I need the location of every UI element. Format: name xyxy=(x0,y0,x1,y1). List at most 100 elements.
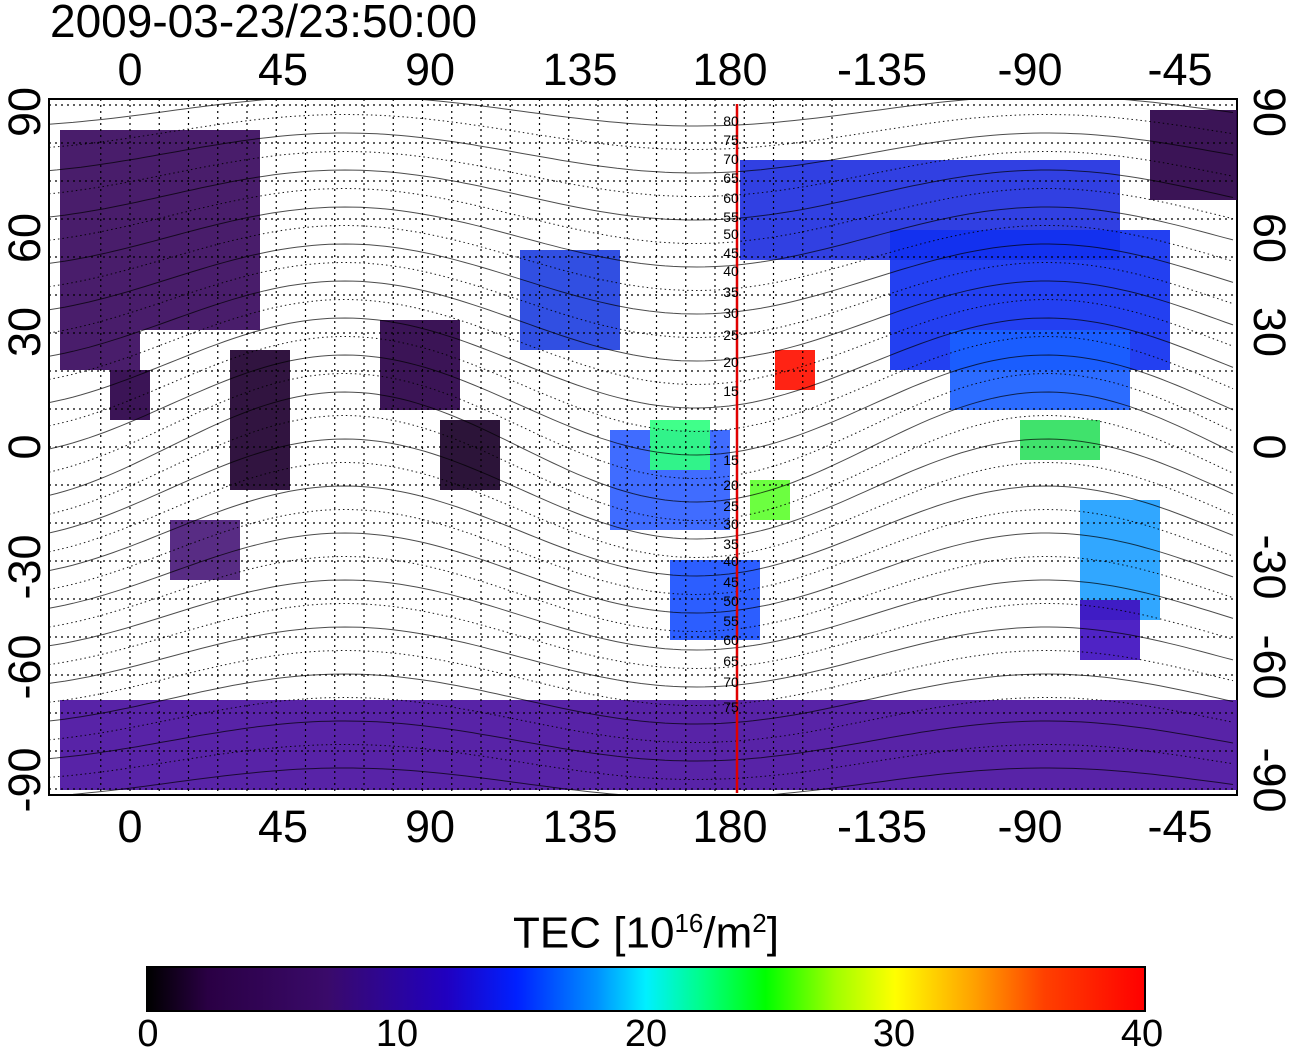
bottom-tick-label: 90 xyxy=(405,801,455,852)
tec-patch xyxy=(230,350,290,490)
right-tick-label: 90 xyxy=(1244,87,1292,137)
magnetic-contour xyxy=(49,579,1234,651)
axis-ticks: 0 45 90 135 180 -135 -90 -45 0 45 90 135 180 -135 -90 -… xyxy=(0,44,1292,852)
meridian-label: 65 xyxy=(723,170,739,186)
meridian-label: 75 xyxy=(723,132,739,148)
top-tick-label: 135 xyxy=(542,44,617,95)
meridian-label: 40 xyxy=(723,263,739,279)
tec-patch xyxy=(1080,600,1140,660)
colorbar-label-40: 40 xyxy=(1120,1013,1164,1055)
magnetic-contour xyxy=(49,132,1234,174)
colorbar-label-20: 20 xyxy=(624,1013,668,1055)
magnetic-contour xyxy=(49,354,1234,456)
magnetic-contour xyxy=(49,626,1234,688)
meridian-label: 50 xyxy=(723,226,739,242)
top-tick-label: -135 xyxy=(837,44,927,95)
meridian-label: 60 xyxy=(723,632,739,648)
meridian-label: 25 xyxy=(723,498,739,514)
magnetic-contour xyxy=(49,673,1234,725)
colorbar-title-exponent2: 2 xyxy=(752,908,767,938)
graticule xyxy=(49,99,1237,795)
colorbar-label-30: 30 xyxy=(872,1013,916,1055)
bottom-tick-label: 180 xyxy=(692,801,767,852)
meridian-label: 35 xyxy=(723,284,739,300)
tec-patch xyxy=(520,250,620,350)
tec-patch xyxy=(750,480,790,520)
meridian-label: 80 xyxy=(723,113,739,129)
bottom-tick-label: -135 xyxy=(837,801,927,852)
left-tick-label: -90 xyxy=(0,747,50,812)
meridian-label: 65 xyxy=(723,653,739,669)
magnetic-contour xyxy=(49,391,1234,503)
tec-patch xyxy=(1150,110,1237,200)
colorbar-title: TEC [1016/m2] xyxy=(0,898,1292,959)
magnetic-contour xyxy=(49,485,1234,577)
meridian-label: 50 xyxy=(723,593,739,609)
magnetic-contour xyxy=(58,767,1234,795)
bottom-tick-label: 0 xyxy=(117,801,142,852)
meridian-label: 60 xyxy=(723,190,739,206)
meridian-label: 35 xyxy=(723,536,739,552)
meridian-label: 55 xyxy=(723,613,739,629)
right-tick-label: -60 xyxy=(1244,634,1292,699)
colorbar-title-end: ] xyxy=(766,908,779,958)
bottom-tick-label: 45 xyxy=(258,801,308,852)
magnetic-contour xyxy=(49,317,1234,409)
tec-patch xyxy=(650,420,710,470)
colorbar-title-unit: /m xyxy=(703,908,753,958)
magnetic-contour xyxy=(49,150,1234,197)
magnetic-contour xyxy=(49,438,1234,540)
meridian-label: 70 xyxy=(723,674,739,690)
right-tick-label: -90 xyxy=(1244,747,1292,812)
left-tick-label: 90 xyxy=(0,87,50,137)
bottom-tick-label: 135 xyxy=(542,801,617,852)
bottom-tick-label: -45 xyxy=(1147,801,1212,852)
colorbar-label-0: 0 xyxy=(137,1013,159,1055)
timestamp-title: 2009-03-23/23:50:00 xyxy=(50,0,478,47)
top-tick-label: 180 xyxy=(692,44,767,95)
tec-patch xyxy=(950,330,1130,410)
right-tick-label: -30 xyxy=(1244,534,1292,599)
meridian-label: 20 xyxy=(723,477,739,493)
magnetic-contour xyxy=(49,335,1234,433)
tec-patch xyxy=(170,520,240,580)
magnetic-contour xyxy=(49,696,1234,743)
meridian-label: 30 xyxy=(723,305,739,321)
colorbar-label-10: 10 xyxy=(375,1013,419,1055)
right-tick-label: 30 xyxy=(1244,307,1292,357)
tec-patch xyxy=(1020,420,1100,460)
meridian-label: 70 xyxy=(723,151,739,167)
colorbar-title-text: TEC [10 xyxy=(513,908,675,958)
magnetic-contour xyxy=(49,744,1234,780)
magnetic-contour xyxy=(49,224,1234,292)
magnetic-contour xyxy=(49,99,1234,127)
tec-patch xyxy=(60,330,140,370)
magnetic-contour xyxy=(49,508,1234,596)
magnetic-contour xyxy=(49,532,1234,614)
colorbar-title-exponent: 16 xyxy=(674,908,704,938)
meridian-label: 45 xyxy=(723,574,739,590)
magnetic-contour xyxy=(49,169,1234,221)
meridian-label: 15 xyxy=(723,452,739,468)
tec-patch xyxy=(775,350,815,390)
top-tick-label: 90 xyxy=(405,44,455,95)
magnetic-contour xyxy=(49,114,1234,150)
magnetic-contour xyxy=(49,298,1234,386)
magnetic-contours xyxy=(49,99,1234,795)
meridian-label: 45 xyxy=(723,245,739,261)
meridian-label: 20 xyxy=(723,354,739,370)
meridian-label: 15 xyxy=(723,383,739,399)
magnetic-contour xyxy=(49,280,1234,362)
top-tick-label: -90 xyxy=(997,44,1062,95)
meridian-label: 25 xyxy=(723,327,739,343)
right-tick-label: 0 xyxy=(1244,434,1292,459)
meridian-labels: 8075706560555045403530252015152025303540… xyxy=(723,113,739,715)
magnetic-contour xyxy=(49,461,1234,559)
magnetic-contour xyxy=(49,206,1234,268)
tec-patch xyxy=(440,420,500,490)
top-tick-label: 0 xyxy=(117,44,142,95)
left-tick-label: 0 xyxy=(0,434,50,459)
colorbar xyxy=(146,966,1146,1012)
left-tick-label: -30 xyxy=(0,534,50,599)
meridian-label: 30 xyxy=(723,516,739,532)
